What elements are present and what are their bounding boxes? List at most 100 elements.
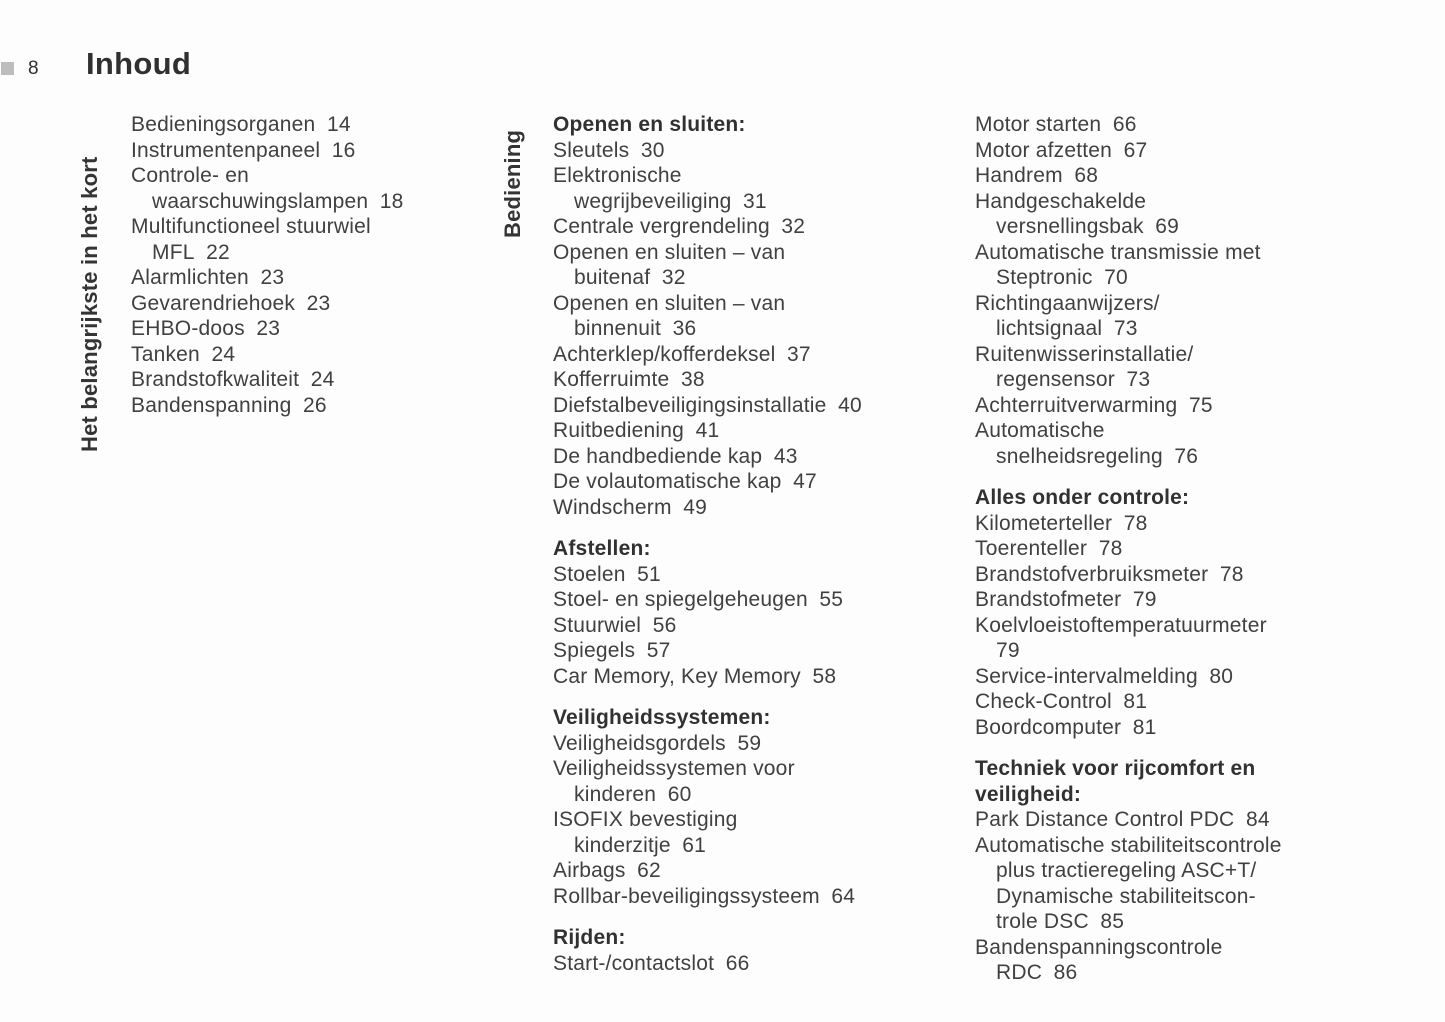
- toc-entry: 79: [975, 638, 1375, 664]
- toc-entry: RDC 86: [975, 960, 1375, 986]
- entry-text: Rijden:: [553, 926, 626, 949]
- entry-page-number: 59: [737, 731, 762, 755]
- entry-page-number: 80: [1209, 664, 1234, 688]
- entry-page-number: 58: [812, 664, 837, 688]
- chapter-tab-bediening: Bediening: [500, 129, 525, 238]
- entry-text: Car Memory, Key Memory: [553, 664, 801, 688]
- entry-text: Automatische transmissie met: [975, 240, 1261, 264]
- toc-entry: De volautomatische kap 47: [553, 469, 933, 495]
- entry-text: Stoelen: [553, 562, 626, 586]
- toc-entry: wegrijbeveiliging 31: [553, 189, 933, 215]
- toc-entry: kinderen 60: [553, 782, 933, 808]
- entry-page-number: 36: [672, 317, 697, 340]
- entry-page-number: 67: [1123, 138, 1148, 162]
- toc-entry: Bandenspanning 26: [131, 393, 471, 419]
- entry-text: Centrale vergrendeling: [553, 215, 770, 238]
- entry-text: snelheidsregeling: [996, 444, 1163, 468]
- toc-entry: waarschuwingslampen 18: [131, 189, 471, 215]
- toc-column-left: Bedieningsorganen 14 Instrumentenpaneel 16 C…: [131, 112, 471, 418]
- toc-entry: Koelvloeistoftemperatuurmeter: [975, 613, 1375, 639]
- entry-text: Multifunctioneel stuurwiel: [131, 215, 371, 238]
- toc-entry: versnellingsbak 69: [975, 214, 1375, 240]
- entry-page-number: 55: [819, 588, 844, 611]
- toc-entry: MFL 22: [131, 240, 471, 266]
- toc-entry: Check-Control 81: [975, 689, 1375, 715]
- toc-section-header: veiligheid:: [975, 782, 1375, 808]
- toc-entry: Automatische transmissie met: [975, 240, 1375, 266]
- toc-section-header: Veiligheidssystemen:: [553, 705, 933, 731]
- entry-page-number: 79: [1132, 588, 1157, 611]
- toc-entry: Brandstofverbruiksmeter 78: [975, 562, 1375, 588]
- entry-text: Park Distance Control PDC: [975, 808, 1235, 831]
- entry-text: RDC: [996, 961, 1043, 984]
- entry-page-number: 81: [1123, 690, 1148, 713]
- entry-text: Windscherm: [553, 495, 672, 519]
- toc-entry: Start-/contactslot 66: [553, 951, 933, 977]
- toc-entry: Elektronische: [553, 163, 933, 189]
- entry-text: Handgeschakelde: [975, 189, 1147, 213]
- entry-text: Tanken: [131, 342, 200, 366]
- toc-entry: Achterklep/kofferdeksel 37: [553, 342, 933, 368]
- entry-page-number: 32: [661, 266, 686, 289]
- entry-page-number: 73: [1126, 368, 1151, 391]
- entry-text: Ruitenwisserinstallatie/: [975, 342, 1194, 366]
- toc-block: Openen en sluiten: Sleutels 30 Elektronisch…: [553, 112, 933, 520]
- entry-page-number: 66: [1112, 113, 1137, 136]
- entry-text: wegrijbeveiliging: [574, 189, 732, 213]
- entry-page-number: 62: [637, 859, 661, 882]
- entry-text: Koelvloeistoftemperatuurmeter: [975, 613, 1267, 637]
- toc-entry: Ruitbediening 41: [553, 418, 933, 444]
- entry-page-number: 73: [1113, 317, 1138, 340]
- toc-column-right: Motor starten 66 Motor afzetten 67 Handrem 68…: [975, 112, 1375, 986]
- entry-page-number: 31: [743, 189, 767, 213]
- entry-page-number: 30: [640, 138, 665, 162]
- toc-entry: Veiligheidsgordels 59: [553, 731, 933, 757]
- toc-section-header: Openen en sluiten:: [553, 112, 933, 138]
- entry-text: Techniek voor rijcomfort en: [975, 757, 1256, 780]
- toc-section-header: Alles onder controle:: [975, 485, 1375, 511]
- toc-block: Alles onder controle: Kilometerteller 78 To…: [975, 485, 1375, 740]
- toc-entry: plus tractieregeling ASC+T/: [975, 858, 1375, 884]
- entry-text: Alarmlichten: [131, 266, 249, 289]
- toc-entry: Toerenteller 78: [975, 536, 1375, 562]
- entry-page-number: 75: [1188, 393, 1213, 417]
- entry-text: Motor afzetten: [975, 138, 1113, 162]
- entry-text: ISOFIX bevestiging: [553, 808, 738, 831]
- entry-text: Richtingaanwijzers/: [975, 291, 1160, 315]
- toc-entry: Kofferruimte 38: [553, 367, 933, 393]
- entry-text: Airbags: [553, 859, 626, 882]
- entry-text: Openen en sluiten:: [553, 113, 746, 136]
- toc-entry: Windscherm 49: [553, 495, 933, 521]
- entry-text: Controle- en: [131, 164, 249, 187]
- toc-entry: Sleutels 30: [553, 138, 933, 164]
- toc-entry: ISOFIX bevestiging: [553, 807, 933, 833]
- entry-text: Achterklep/kofferdeksel: [553, 342, 776, 366]
- toc-entry: Tanken 24: [131, 342, 471, 368]
- entry-text: Steptronic: [996, 266, 1093, 289]
- entry-text: Brandstofverbruiksmeter: [975, 562, 1209, 586]
- entry-text: Check-Control: [975, 690, 1112, 713]
- toc-entry: Motor starten 66: [975, 112, 1375, 138]
- toc-entry: Handrem 68: [975, 163, 1375, 189]
- entry-text: EHBO-doos: [131, 317, 245, 340]
- entry-page-number: 22: [206, 240, 230, 264]
- page-corner-marker: [1, 62, 14, 75]
- entry-text: regensensor: [996, 368, 1115, 391]
- entry-text: Achterruitverwarming: [975, 393, 1178, 417]
- page-number: 8: [28, 58, 39, 79]
- entry-text: Brandstofkwaliteit: [131, 368, 300, 391]
- toc-entry: Kilometerteller 78: [975, 511, 1375, 537]
- entry-text: Toerenteller: [975, 537, 1088, 560]
- entry-text: Bandenspanning: [131, 393, 292, 417]
- toc-entry: Steptronic 70: [975, 265, 1375, 291]
- entry-text: Kilometerteller: [975, 511, 1113, 535]
- toc-entry: Controle- en: [131, 163, 471, 189]
- toc-entry: Openen en sluiten – van: [553, 240, 933, 266]
- toc-entry: Ruitenwisserinstallatie/: [975, 342, 1375, 368]
- toc-entry: Spiegels 57: [553, 638, 933, 664]
- entry-text: Diefstalbeveiligingsinstallatie: [553, 393, 827, 417]
- toc-entry: Handgeschakelde: [975, 189, 1375, 215]
- entry-text: MFL: [152, 240, 195, 264]
- entry-text: lichtsignaal: [996, 317, 1103, 340]
- entry-page-number: 68: [1074, 164, 1099, 187]
